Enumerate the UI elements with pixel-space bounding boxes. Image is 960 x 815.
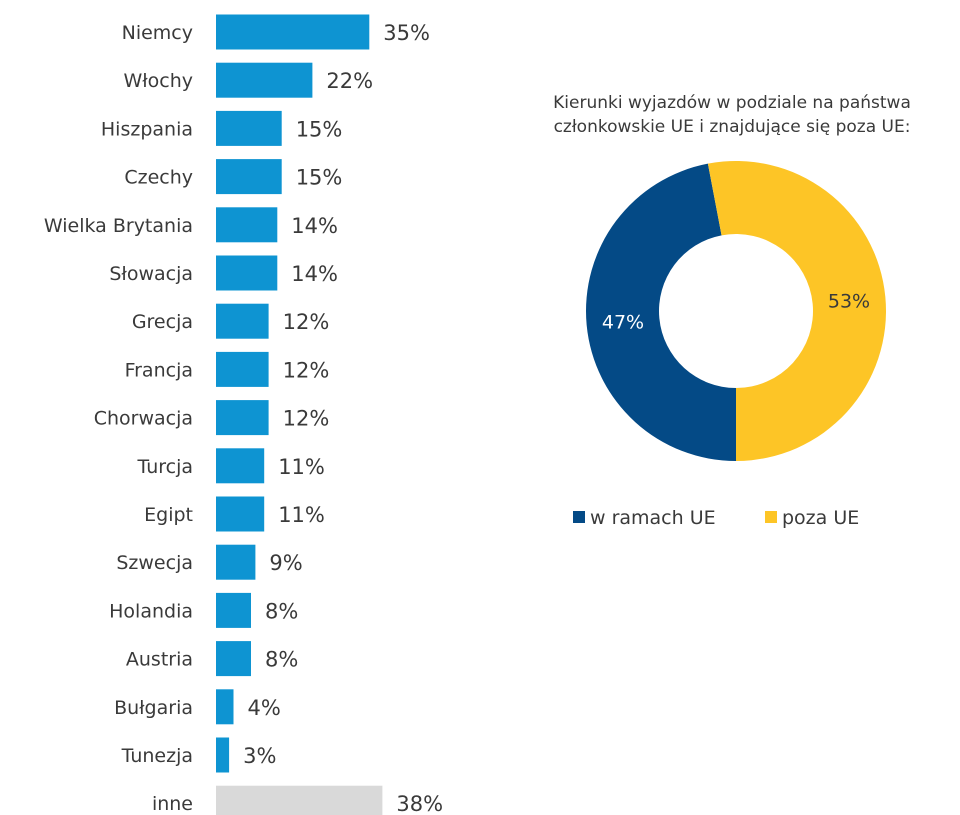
donut-slices: 47% 53%	[586, 160, 887, 461]
category-label-holandia: Holandia	[109, 600, 193, 622]
value-label-tunezja: 3%	[243, 744, 276, 768]
value-label-czechy: 15%	[296, 166, 343, 190]
bar-holandia	[216, 592, 251, 628]
legend-swatch-poza-ue	[765, 511, 777, 523]
donut-chart: Kierunki wyjazdów w podziale na państwa …	[553, 93, 911, 529]
bar-inne	[216, 785, 383, 815]
value-label-wielka-brytania: 14%	[291, 214, 338, 238]
legend-label-w-ramach-ue: w ramach UE	[590, 507, 716, 529]
category-label-austria: Austria	[126, 649, 193, 671]
bar-chorwacja	[216, 400, 269, 436]
donut-title-line-1: Kierunki wyjazdów w podziale na państwa	[553, 93, 911, 113]
category-label-czechy: Czechy	[124, 167, 193, 189]
bar-niemcy	[216, 14, 370, 50]
category-label-slowacja: Słowacja	[109, 263, 193, 285]
bar-szwecja	[216, 544, 256, 580]
category-label-chorwacja: Chorwacja	[94, 408, 193, 430]
bar-egipt	[216, 496, 265, 532]
bar-czechy	[216, 159, 282, 195]
donut-value-label-w-ramach-ue: 47%	[602, 312, 644, 334]
category-label-inne: inne	[152, 793, 193, 815]
value-label-holandia: 8%	[265, 599, 298, 623]
value-label-hiszpania: 15%	[296, 117, 343, 141]
value-label-grecja: 12%	[283, 310, 330, 334]
category-label-szwecja: Szwecja	[116, 552, 193, 574]
bar-wielka-brytania	[216, 207, 278, 243]
bar-hiszpania	[216, 110, 282, 146]
donut-legend: w ramach UE poza UE	[573, 507, 859, 529]
category-label-wlochy: Włochy	[123, 70, 193, 92]
value-label-turcja: 11%	[278, 455, 325, 479]
category-label-hiszpania: Hiszpania	[101, 118, 193, 140]
bar-austria	[216, 641, 251, 677]
donut-slice-poza-ue	[707, 160, 887, 461]
donut-title-line-2: członkowskie UE i znajdujące się poza UE…	[554, 117, 911, 137]
bar-francja	[216, 351, 269, 387]
category-label-tunezja: Tunezja	[121, 745, 193, 767]
bar-turcja	[216, 448, 265, 484]
bar-grecja	[216, 303, 269, 339]
value-label-niemcy: 35%	[383, 21, 430, 45]
value-label-wlochy: 22%	[326, 69, 373, 93]
bar-tunezja	[216, 737, 230, 773]
value-label-szwecja: 9%	[269, 551, 302, 575]
value-label-egipt: 11%	[278, 503, 325, 527]
bar-wlochy	[216, 62, 313, 98]
value-label-chorwacja: 12%	[283, 407, 330, 431]
category-label-wielka-brytania: Wielka Brytania	[44, 215, 193, 237]
category-label-grecja: Grecja	[132, 311, 193, 333]
bar-slowacja	[216, 255, 278, 291]
category-label-turcja: Turcja	[136, 456, 193, 478]
bar-chart: Niemcy 35% Włochy 22% Hiszpania 15% Czechy 15% W…	[44, 14, 443, 815]
value-label-francja: 12%	[283, 358, 330, 382]
category-label-niemcy: Niemcy	[122, 22, 193, 44]
value-label-slowacja: 14%	[291, 262, 338, 286]
legend-label-poza-ue: poza UE	[782, 507, 859, 529]
donut-value-label-poza-ue: 53%	[828, 290, 870, 312]
legend-swatch-w-ramach-ue	[573, 511, 585, 523]
category-label-egipt: Egipt	[144, 504, 193, 526]
value-label-austria: 8%	[265, 648, 298, 672]
category-label-francja: Francja	[125, 359, 193, 381]
bar-bulgaria	[216, 689, 234, 725]
value-label-bulgaria: 4%	[248, 696, 281, 720]
category-label-bulgaria: Bułgaria	[114, 697, 193, 719]
donut-slice-w-ramach-ue	[586, 163, 736, 461]
value-label-inne: 38%	[396, 792, 443, 815]
